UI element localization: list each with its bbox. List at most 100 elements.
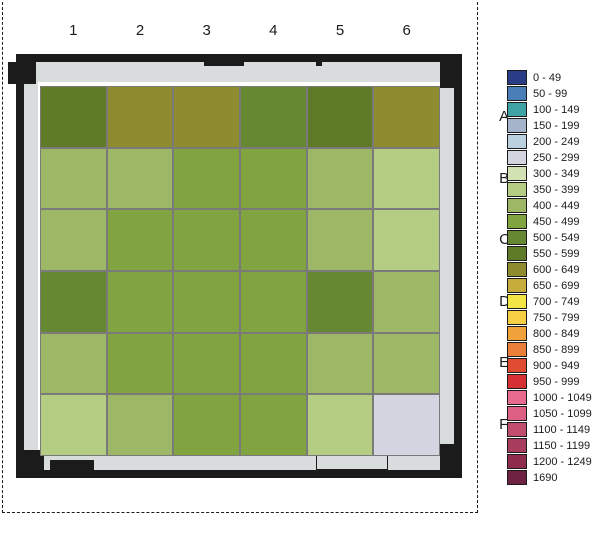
legend-row: 550 - 599 — [507, 246, 597, 261]
legend-swatch — [507, 230, 527, 245]
heatmap-cell — [107, 209, 174, 271]
heatmap-cell — [40, 333, 107, 395]
heatmap-cell — [40, 271, 107, 333]
legend-swatch — [507, 470, 527, 485]
legend-row: 1100 - 1149 — [507, 422, 597, 437]
legend-label: 900 - 949 — [533, 359, 579, 373]
legend-swatch — [507, 118, 527, 133]
heatmap-cell — [240, 86, 307, 148]
heatmap-cell — [107, 333, 174, 395]
legend-swatch — [507, 406, 527, 421]
legend-row: 100 - 149 — [507, 102, 597, 117]
legend-swatch — [507, 294, 527, 309]
legend-row: 850 - 899 — [507, 342, 597, 357]
legend-label: 450 - 499 — [533, 215, 579, 229]
col-label: 3 — [173, 22, 240, 39]
legend-row: 1000 - 1049 — [507, 390, 597, 405]
col-label: 4 — [240, 22, 307, 39]
heatmap-cell — [173, 86, 240, 148]
heatmap-cell — [107, 271, 174, 333]
legend-swatch — [507, 166, 527, 181]
heatmap-cell — [173, 209, 240, 271]
legend-label: 1050 - 1099 — [533, 407, 592, 421]
legend-row: 900 - 949 — [507, 358, 597, 373]
heatmap-grid — [40, 86, 440, 456]
heatmap-cell — [107, 148, 174, 210]
heatmap-cell — [40, 394, 107, 456]
heatmap-cell — [173, 394, 240, 456]
legend-row: 250 - 299 — [507, 150, 597, 165]
legend-swatch — [507, 358, 527, 373]
legend-row: 1200 - 1249 — [507, 454, 597, 469]
legend-swatch — [507, 182, 527, 197]
legend-label: 400 - 449 — [533, 199, 579, 213]
legend-label: 800 - 849 — [533, 327, 579, 341]
heatmap-cell — [40, 148, 107, 210]
col-label: 6 — [373, 22, 440, 39]
legend-label: 1690 — [533, 471, 557, 485]
heatmap-cell — [107, 394, 174, 456]
legend-swatch — [507, 310, 527, 325]
heatmap-cell — [373, 86, 440, 148]
heatmap-cell — [373, 271, 440, 333]
legend-label: 1150 - 1199 — [533, 439, 590, 453]
heatmap-cell — [240, 333, 307, 395]
heatmap-cell — [240, 148, 307, 210]
legend-label: 300 - 349 — [533, 167, 579, 181]
heatmap-cell — [307, 209, 374, 271]
legend-label: 500 - 549 — [533, 231, 579, 245]
legend-swatch — [507, 262, 527, 277]
legend-label: 1000 - 1049 — [533, 391, 592, 405]
legend-swatch — [507, 214, 527, 229]
legend-swatch — [507, 134, 527, 149]
heatmap-cell — [373, 209, 440, 271]
legend-row: 450 - 499 — [507, 214, 597, 229]
legend-row: 400 - 449 — [507, 198, 597, 213]
legend-swatch — [507, 150, 527, 165]
legend-swatch — [507, 454, 527, 469]
heatmap-cell — [307, 394, 374, 456]
legend-row: 1050 - 1099 — [507, 406, 597, 421]
col-label: 2 — [107, 22, 174, 39]
legend-row: 0 - 49 — [507, 70, 597, 85]
legend-swatch — [507, 438, 527, 453]
legend-row: 500 - 549 — [507, 230, 597, 245]
legend-label: 100 - 149 — [533, 103, 579, 117]
legend-row: 750 - 799 — [507, 310, 597, 325]
legend-label: 1100 - 1149 — [533, 423, 590, 437]
legend-label: 350 - 399 — [533, 183, 579, 197]
legend-label: 0 - 49 — [533, 71, 561, 85]
heatmap-cell — [173, 333, 240, 395]
legend-swatch — [507, 342, 527, 357]
legend-row: 700 - 749 — [507, 294, 597, 309]
heatmap-cell — [40, 86, 107, 148]
legend-label: 1200 - 1249 — [533, 455, 592, 469]
legend-swatch — [507, 422, 527, 437]
legend-label: 850 - 899 — [533, 343, 579, 357]
legend-row: 200 - 249 — [507, 134, 597, 149]
heatmap-cell — [373, 394, 440, 456]
legend-swatch — [507, 390, 527, 405]
legend-row: 1690 — [507, 470, 597, 485]
heatmap-cell — [107, 86, 174, 148]
legend-row: 800 - 849 — [507, 326, 597, 341]
col-label: 1 — [40, 22, 107, 39]
legend-swatch — [507, 86, 527, 101]
legend-label: 50 - 99 — [533, 87, 567, 101]
legend-swatch — [507, 70, 527, 85]
legend-label: 750 - 799 — [533, 311, 579, 325]
legend-row: 1150 - 1199 — [507, 438, 597, 453]
legend-row: 350 - 399 — [507, 182, 597, 197]
legend-swatch — [507, 326, 527, 341]
legend-row: 600 - 649 — [507, 262, 597, 277]
legend-swatch — [507, 102, 527, 117]
legend-label: 650 - 699 — [533, 279, 579, 293]
heatmap-cell — [307, 86, 374, 148]
heatmap-cell — [173, 148, 240, 210]
legend-swatch — [507, 374, 527, 389]
legend-row: 950 - 999 — [507, 374, 597, 389]
legend-row: 300 - 349 — [507, 166, 597, 181]
heatmap-figure: 1 2 3 4 5 6 A B C D E F — [0, 0, 480, 515]
heatmap-cell — [373, 148, 440, 210]
heatmap-cell — [373, 333, 440, 395]
